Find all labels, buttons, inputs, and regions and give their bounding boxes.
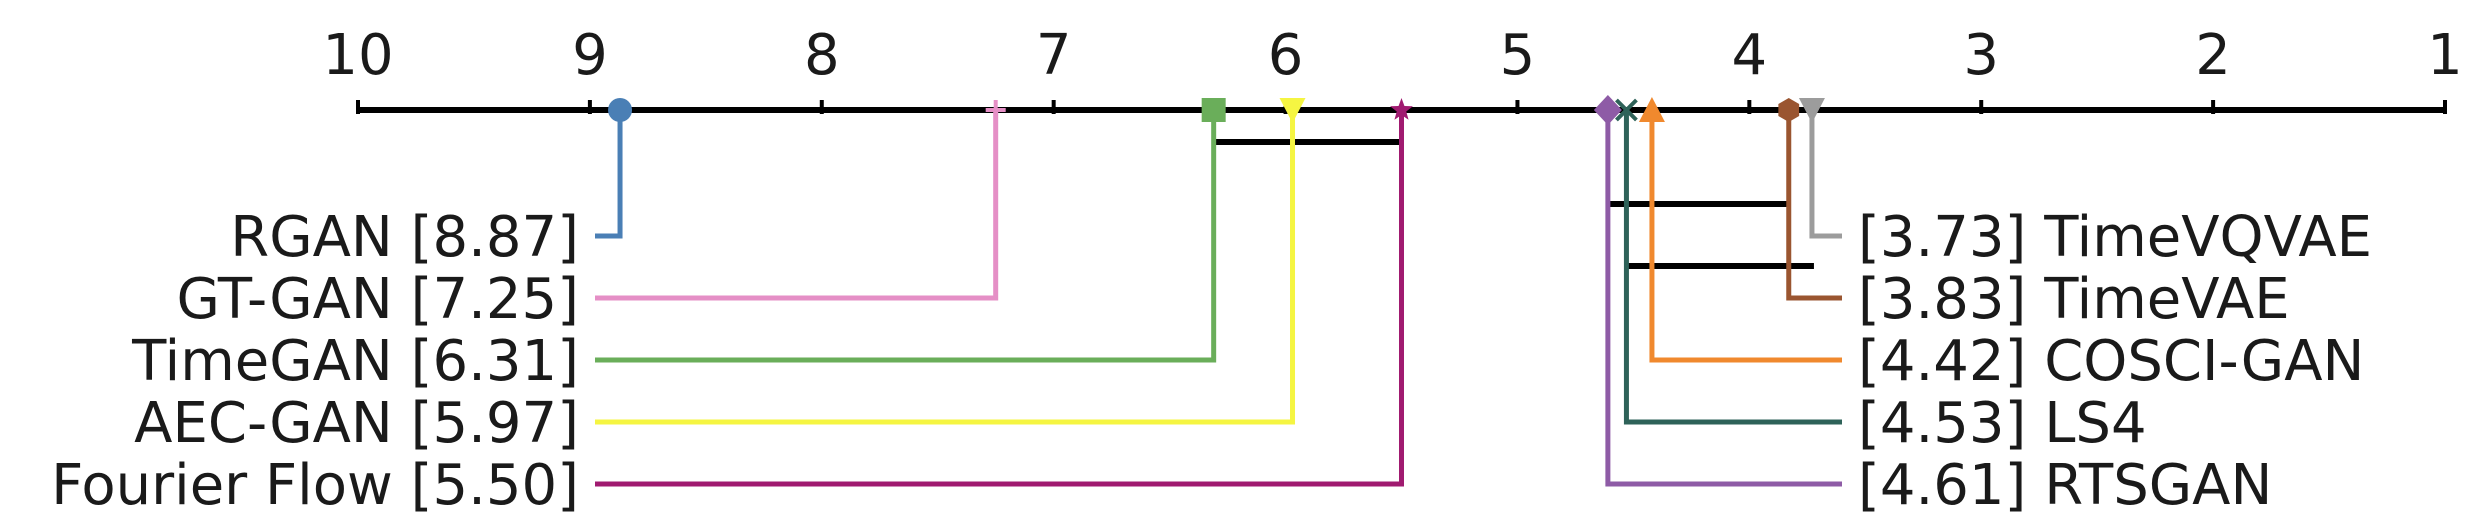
tick-label: 6 xyxy=(1268,23,1304,88)
ls4-connector xyxy=(1623,110,1842,425)
aec-gan-connector xyxy=(595,110,1296,425)
timegan-marker xyxy=(1201,98,1226,122)
aec-gan-label: AEC-GAN [5.97] xyxy=(134,391,579,456)
tick-label: 10 xyxy=(322,23,393,88)
tick-label: 4 xyxy=(1732,23,1768,88)
method-name: RGAN xyxy=(230,205,393,270)
rgan-label: RGAN [8.87] xyxy=(230,205,579,270)
method-rank: [5.97] xyxy=(393,391,579,456)
method-rank: [6.31] xyxy=(393,329,579,394)
timevqvae-connector xyxy=(1809,110,1842,239)
fourier-flow-label: Fourier Flow [5.50] xyxy=(51,453,579,518)
timevae-label: [3.83] TimeVAE xyxy=(1858,267,2290,332)
gt-gan-label: GT-GAN [7.25] xyxy=(176,267,579,332)
timevae-connector xyxy=(1786,110,1842,301)
method-rank: [4.61] xyxy=(1858,453,2026,518)
cosci-gan-marker xyxy=(1638,97,1665,122)
gt-gan-marker xyxy=(985,100,1006,120)
method-rank: [8.87] xyxy=(393,205,579,270)
method-rank: [3.73] xyxy=(1858,205,2026,270)
timegan-label: TimeGAN [6.31] xyxy=(131,329,579,394)
cosci-gan-connector xyxy=(1649,110,1842,363)
rtsgan-connector xyxy=(1605,110,1842,487)
rtsgan-marker xyxy=(1593,95,1622,125)
timevqvae-marker xyxy=(1798,98,1825,123)
method-name: TimeVAE xyxy=(2026,267,2289,332)
method-name: LS4 xyxy=(2026,391,2146,456)
fourier-flow-connector xyxy=(595,110,1404,487)
tick-label: 1 xyxy=(2427,23,2463,88)
rgan-marker xyxy=(608,98,633,122)
rank-markers xyxy=(608,95,1825,125)
rgan-connector xyxy=(595,110,623,239)
tick-label: 2 xyxy=(2195,23,2231,88)
ls4-marker xyxy=(1615,98,1638,122)
method-name: COSCI-GAN xyxy=(2026,329,2364,394)
method-name: Fourier Flow xyxy=(51,453,393,518)
tick-label: 9 xyxy=(572,23,608,88)
method-name: TimeGAN xyxy=(131,329,393,394)
timevqvae-label: [3.73] TimeVQVAE xyxy=(1858,205,2372,270)
method-rank: [5.50] xyxy=(393,453,579,518)
method-rank: [4.53] xyxy=(1858,391,2026,456)
method-name: AEC-GAN xyxy=(134,391,393,456)
clique-bars xyxy=(1211,139,1814,269)
fourier-flow-marker xyxy=(1390,98,1413,120)
method-rank: [3.83] xyxy=(1858,267,2026,332)
method-name: RTSGAN xyxy=(2026,453,2272,518)
tick-label: 7 xyxy=(1036,23,1072,88)
rank-axis: 10 9 8 7 6 5 4 3 2 1 xyxy=(322,23,2463,114)
method-labels: RGAN [8.87]GT-GAN [7.25]TimeGAN [6.31]AE… xyxy=(51,205,2372,518)
timevae-marker xyxy=(1778,98,1800,122)
method-rank: [4.42] xyxy=(1858,329,2026,394)
tick-label: 5 xyxy=(1500,23,1536,88)
aec-gan-marker xyxy=(1279,98,1306,123)
timegan-connector xyxy=(595,110,1217,363)
gt-gan-connector xyxy=(595,110,999,301)
method-rank: [7.25] xyxy=(393,267,579,332)
method-name: TimeVQVAE xyxy=(2026,205,2372,270)
rtsgan-label: [4.61] RTSGAN xyxy=(1858,453,2272,518)
ls4-label: [4.53] LS4 xyxy=(1858,391,2147,456)
cosci-gan-label: [4.42] COSCI-GAN xyxy=(1858,329,2364,394)
method-connectors xyxy=(595,110,1842,487)
method-name: GT-GAN xyxy=(176,267,392,332)
tick-label: 3 xyxy=(1963,23,1999,88)
tick-label: 8 xyxy=(804,23,840,88)
